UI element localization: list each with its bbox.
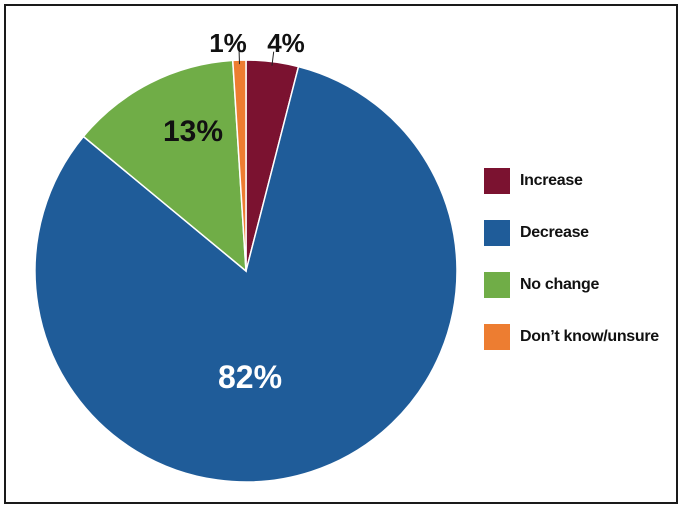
leader-line-increase (271, 51, 275, 66)
pie-slice-no-change (82, 59, 247, 273)
legend-swatch-no-change (484, 272, 510, 298)
pie-slice-decrease (34, 65, 458, 483)
legend-item-no-change: No change (484, 272, 659, 298)
legend-swatch-decrease (484, 220, 510, 246)
legend-swatch-increase (484, 168, 510, 194)
data-label-increase: 4% (267, 28, 305, 58)
legend-label-increase: Increase (520, 172, 583, 189)
legend-label-dont-know: Don’t know/unsure (520, 328, 659, 345)
legend-swatch-dont-know (484, 324, 510, 350)
legend-item-dont-know: Don’t know/unsure (484, 324, 659, 350)
legend-item-decrease: Decrease (484, 220, 659, 246)
data-label-dont-know: 1% (209, 28, 247, 58)
data-label-no-change: 13% (163, 115, 223, 148)
data-label-decrease: 82% (218, 359, 282, 395)
legend: Increase Decrease No change Don’t know/u… (484, 168, 659, 376)
legend-label-decrease: Decrease (520, 224, 589, 241)
legend-label-no-change: No change (520, 276, 600, 293)
legend-item-increase: Increase (484, 168, 659, 194)
